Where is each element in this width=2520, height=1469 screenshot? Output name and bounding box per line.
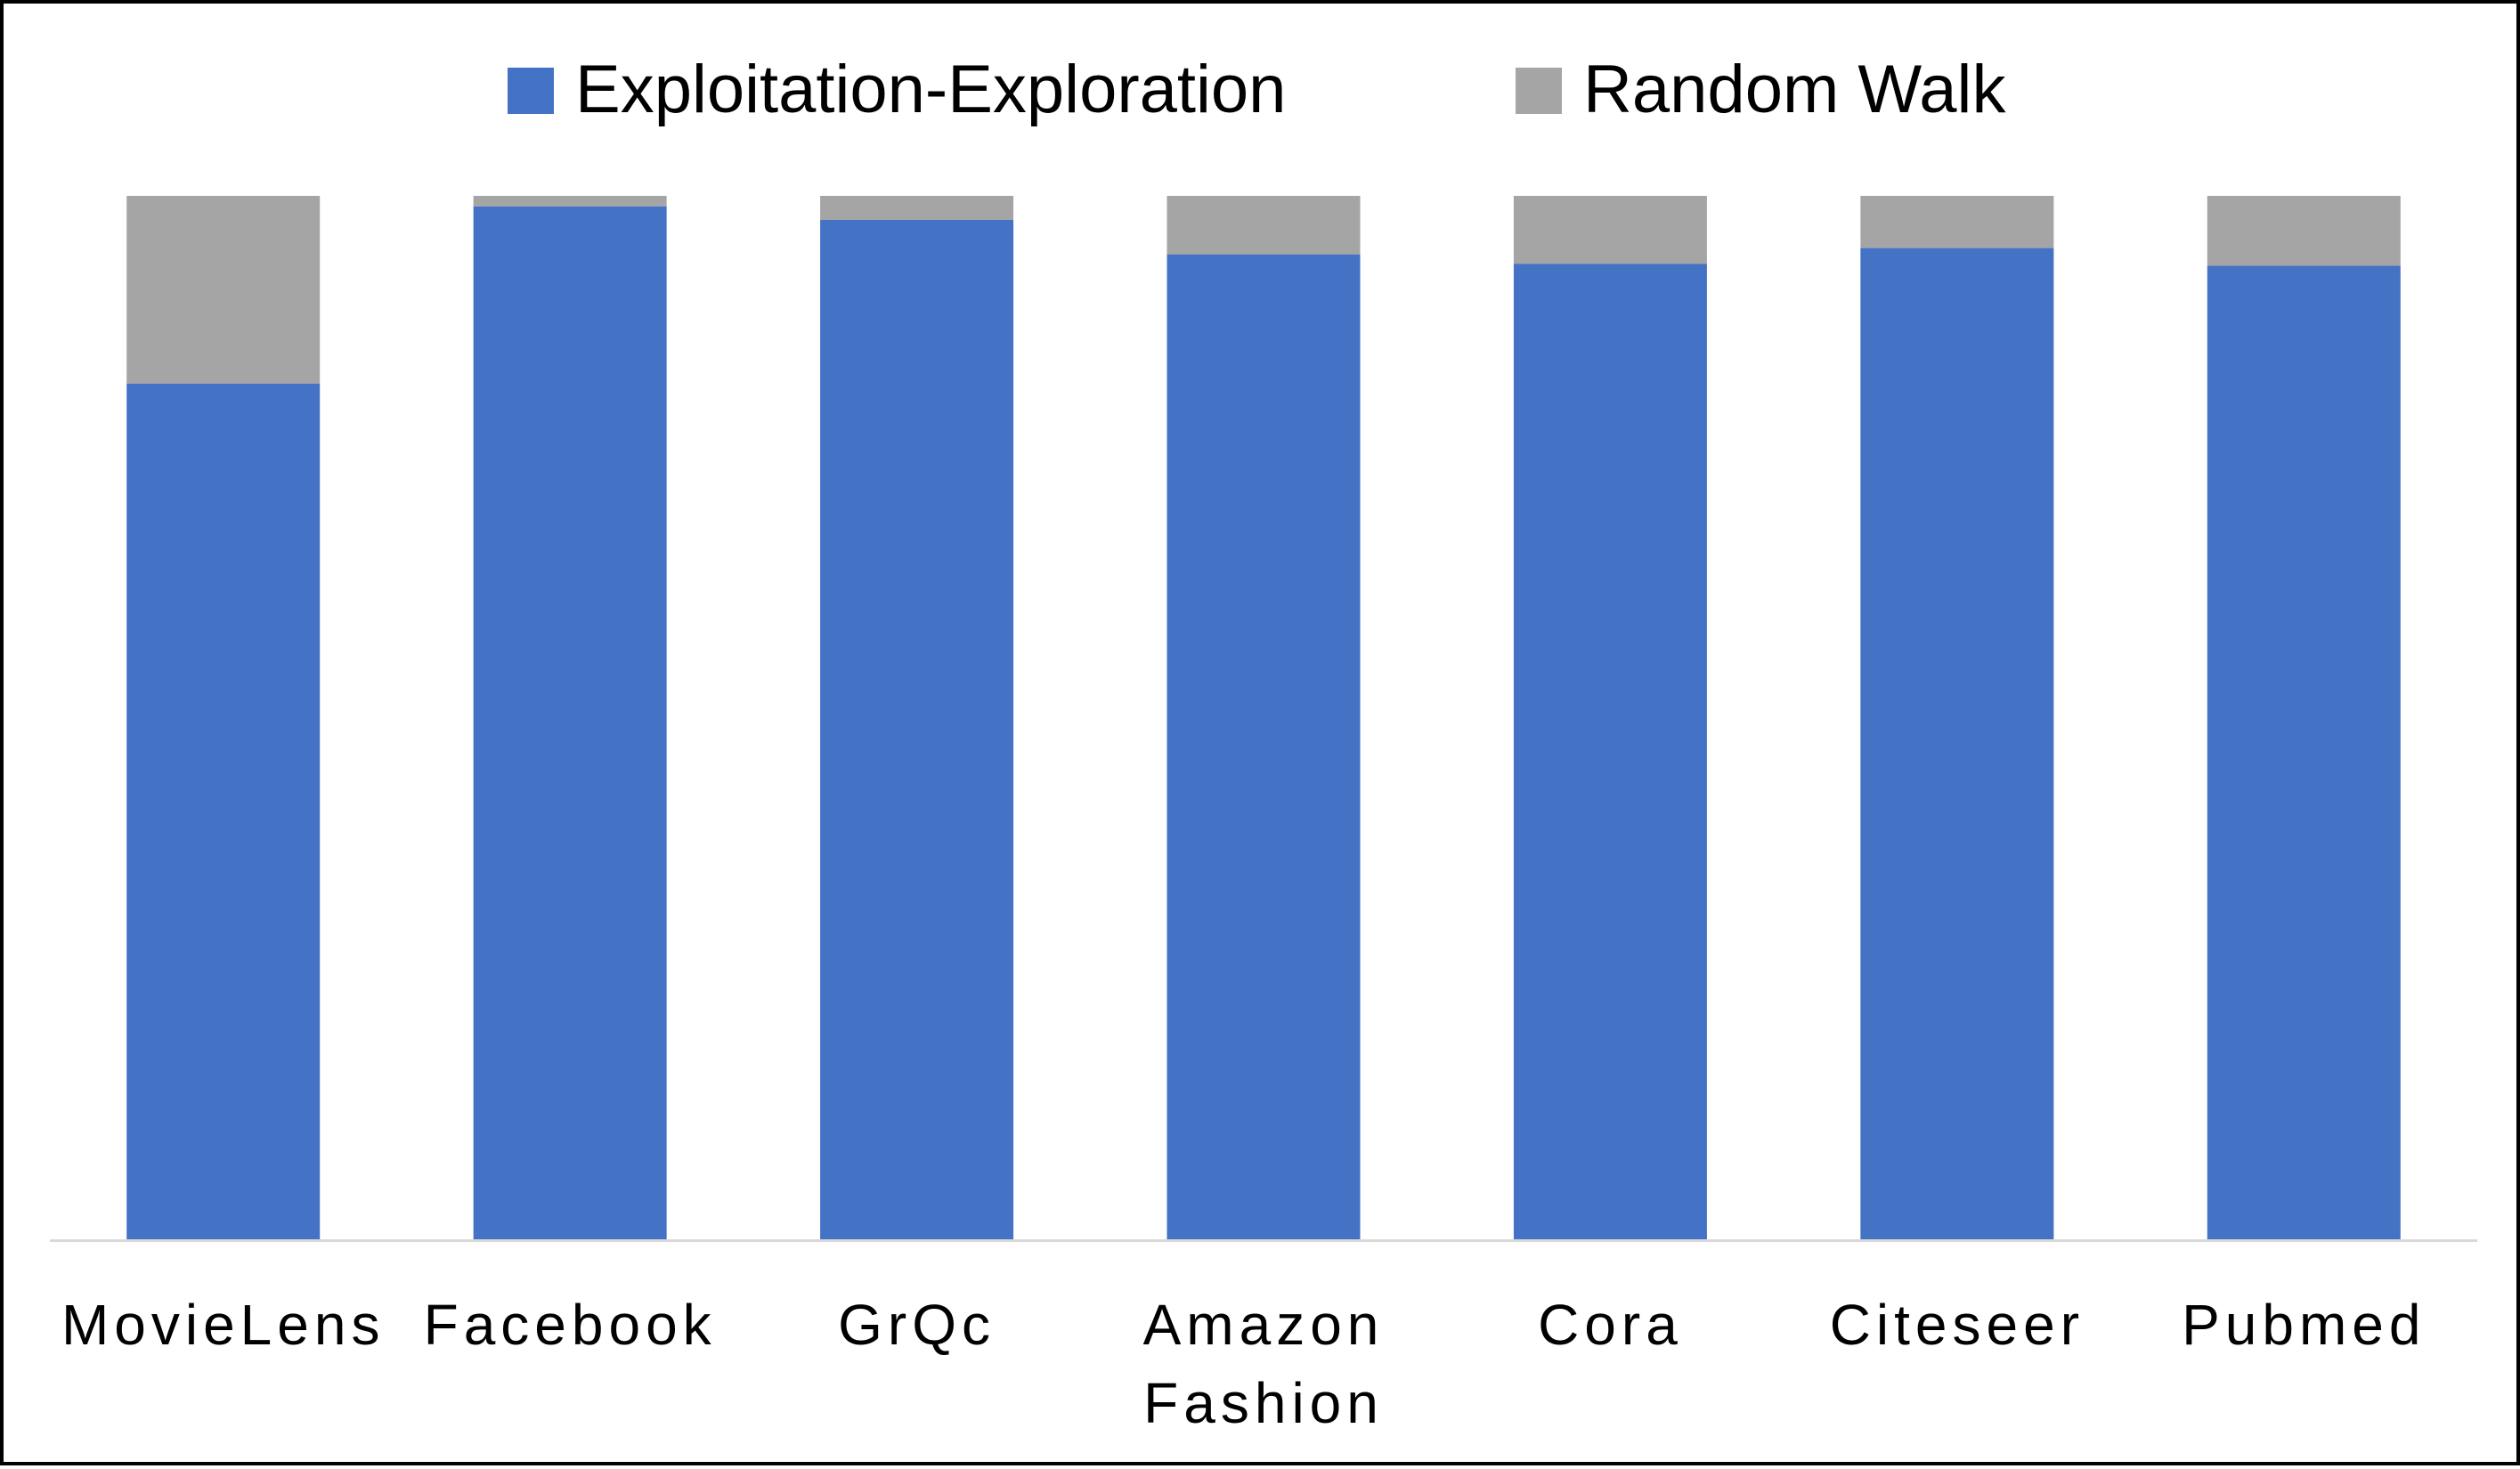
bars [126, 196, 2401, 1240]
bar-amazon-fashion-series-0 [1167, 254, 1361, 1239]
bar-amazon-fashion-series-1 [1167, 196, 1361, 255]
bar-movielens-series-0 [126, 383, 321, 1240]
legend-label-1: Random Walk [1583, 52, 2006, 127]
x-tick-label-line: Pubmed [2182, 1293, 2426, 1357]
x-tick-label: Cora [1538, 1293, 1683, 1357]
bar-citeseer-series-1 [1860, 196, 2054, 248]
x-tick-label-line: Amazon [1143, 1293, 1385, 1357]
x-tick-label: GrQc [838, 1293, 996, 1357]
x-tick-label: Amazon Fashion [1143, 1293, 1385, 1435]
x-tick-label: Facebook [424, 1293, 717, 1357]
x-tick-label-line: Cora [1538, 1293, 1683, 1357]
bar-pubmed-series-0 [2207, 265, 2401, 1239]
x-tick-label: Citeseer [1830, 1293, 2085, 1357]
x-tick-label-line: MovieLens [61, 1293, 386, 1357]
bar-facebook-series-1 [473, 196, 667, 207]
bar-cora-series-0 [1513, 264, 1707, 1240]
x-tick-label-line: Facebook [424, 1293, 717, 1357]
legend-swatch-1 [1516, 68, 1562, 114]
stacked-bar-chart: Exploitation-Exploration Random Walk Movi… [50, 52, 2477, 1435]
bar-grqc-series-0 [820, 219, 1014, 1240]
legend-label-0: Exploitation-Exploration [575, 52, 1286, 127]
x-tick-label: Pubmed [2182, 1293, 2426, 1357]
x-tick-label-line: GrQc [838, 1293, 996, 1357]
bar-movielens-series-1 [126, 196, 321, 384]
x-tick-label: MovieLens [61, 1293, 386, 1357]
x-tick-label-line: Fashion [1143, 1371, 1384, 1435]
bar-cora-series-1 [1513, 196, 1707, 264]
x-tick-label-line: Citeseer [1830, 1293, 2085, 1357]
bar-pubmed-series-1 [2207, 196, 2401, 266]
bar-facebook-series-0 [473, 206, 667, 1240]
bar-grqc-series-1 [820, 196, 1014, 220]
bar-citeseer-series-0 [1860, 248, 2054, 1240]
x-tick-labels: MovieLens Facebook GrQc Amazon Fashion Cora Ci… [61, 1293, 2426, 1435]
legend-swatch-0 [508, 68, 554, 114]
legend: Exploitation-Exploration Random Walk [508, 52, 2006, 127]
